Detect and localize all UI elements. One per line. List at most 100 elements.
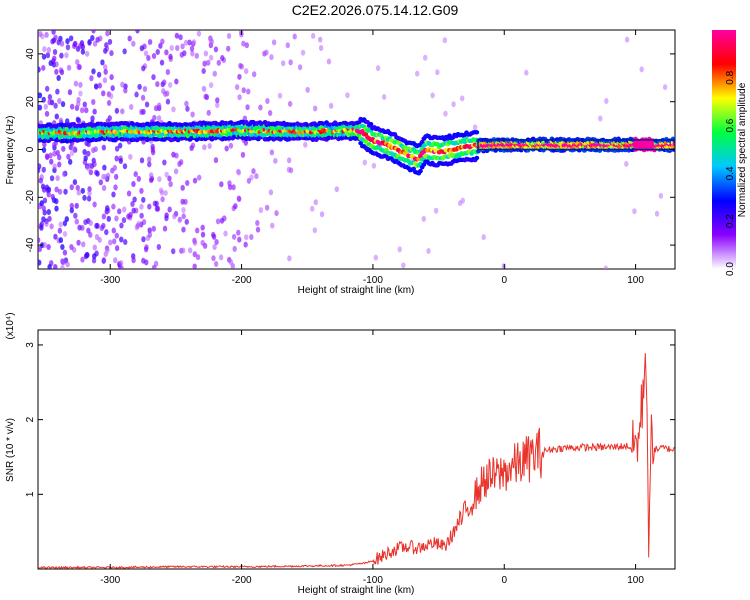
- spectrogram-cell: [92, 244, 98, 251]
- spectrogram-cell: [95, 222, 100, 229]
- spectrogram-cell: [94, 233, 100, 240]
- spectrogram-cell: [286, 157, 292, 164]
- spectrogram-cell: [118, 260, 124, 267]
- spectrogram-cell: [88, 169, 94, 176]
- spectrogram-cell: [46, 243, 51, 250]
- spectrogram-cell: [373, 254, 379, 261]
- spectrogram-cell: [86, 195, 92, 202]
- spectrogram-cell: [451, 101, 456, 108]
- spectrogram-cell: [110, 85, 115, 92]
- spectrogram-cell: [288, 167, 294, 174]
- spectrogram-cell: [102, 164, 107, 171]
- spectrogram-cell: [208, 82, 214, 89]
- spectrogram-cell: [177, 216, 182, 223]
- spectrogram-cell: [155, 49, 160, 56]
- spectrogram-cell: [150, 143, 155, 150]
- spectrogram-cell: [137, 83, 142, 90]
- snr-x-tick-label: 100: [627, 575, 644, 586]
- spectrogram-cell: [63, 188, 68, 195]
- spectrogram-cell: [206, 59, 211, 66]
- spectrogram-cell: [232, 245, 237, 252]
- spectrogram-cell: [141, 196, 146, 203]
- spectrogram-cell: [114, 155, 119, 162]
- spectrogram-cell: [76, 100, 81, 107]
- spectrogram-cell: [192, 177, 198, 184]
- spectrogram-cell: [422, 54, 428, 61]
- spectrogram-cell: [38, 66, 41, 73]
- spectrogram-cell: [213, 157, 219, 164]
- spectrogram-cell: [101, 184, 107, 191]
- spectrogram-cell: [228, 258, 234, 265]
- spectrogram-cell: [48, 152, 53, 159]
- spectrogram-cell: [50, 38, 55, 45]
- spectrogram-cell: [38, 237, 41, 244]
- spectrogram-cell: [112, 238, 117, 245]
- spectrogram-cell: [123, 87, 128, 94]
- spectrogram-cell: [60, 244, 65, 251]
- spectrogram-cell: [165, 68, 171, 75]
- spectrogram-cell: [241, 40, 246, 47]
- spectrogram-cell: [202, 60, 207, 67]
- spectrogram-cell: [121, 217, 127, 224]
- spectrogram-cell: [91, 30, 96, 34]
- spectrogram-cell: [164, 171, 169, 178]
- spectrogram-cell: [155, 81, 160, 88]
- spectrogram-cell: [38, 177, 44, 184]
- snr-x-tick-label: -100: [363, 575, 383, 586]
- spectrogram-cell: [190, 50, 195, 57]
- spectrogram-cell: [123, 239, 128, 246]
- spectrogram-cell: [93, 146, 98, 153]
- spectrogram-cell: [211, 255, 216, 262]
- spectrogram-cell: [106, 215, 111, 222]
- spectrogram-cell: [237, 196, 242, 203]
- spectrogram-cell: [43, 103, 49, 110]
- spectrogram-cell: [114, 245, 120, 252]
- spectrogram-cell: [73, 80, 79, 87]
- spectrogram-cell: [194, 227, 200, 234]
- spectrogram-cell: [243, 68, 249, 75]
- spectrogram-cell: [227, 184, 233, 191]
- spectrogram-cell: [76, 239, 81, 246]
- spectrogram-cell: [120, 108, 125, 115]
- spectrogram-cell: [312, 227, 318, 234]
- spectrogram-cell: [419, 139, 425, 145]
- spectrogram-cell: [139, 45, 145, 52]
- spectrogram-cell: [472, 124, 478, 131]
- spectrogram-cell: [85, 165, 91, 172]
- spectrogram-cell: [180, 184, 185, 191]
- spectrogram-cell: [83, 253, 89, 260]
- spectrogram-cell: [288, 59, 293, 66]
- spectrogram-cell: [113, 173, 119, 180]
- spectrogram-cell: [223, 230, 228, 237]
- spectrogram-cell: [169, 45, 174, 52]
- spectrogram-cell: [415, 70, 420, 77]
- spectrogram-y-tick-label: 20: [25, 96, 36, 108]
- spectrogram-cell: [144, 101, 150, 108]
- spectrogram-cell: [79, 107, 85, 114]
- spectrogram-cell: [128, 211, 133, 218]
- spectrogram-cell: [80, 48, 86, 55]
- spectrogram-cell: [268, 189, 274, 196]
- spectrogram-cell: [38, 104, 43, 111]
- spectrogram-cell: [103, 68, 108, 75]
- spectrogram-cell: [292, 33, 297, 40]
- chart-title: C2E2.2026.075.14.12.G09: [291, 2, 459, 18]
- spectrogram-cell: [139, 203, 144, 210]
- spectrogram-cell: [318, 44, 324, 51]
- spectrogram-cell: [201, 85, 207, 92]
- spectrogram-cell: [77, 224, 82, 231]
- spectrogram-cell: [103, 47, 108, 54]
- spectrogram-cell: [38, 31, 43, 38]
- spectrogram-cell: [177, 160, 182, 167]
- spectrogram-cell: [474, 130, 480, 135]
- spectrogram-cell: [46, 209, 52, 216]
- spectrogram-cell: [57, 227, 63, 234]
- spectrogram-cell: [151, 225, 156, 232]
- spectrogram-cell: [147, 231, 153, 238]
- spectrogram-cell: [46, 46, 52, 53]
- spectrogram-y-tick-label: 40: [25, 48, 36, 60]
- spectrogram-cell: [624, 160, 629, 167]
- spectrogram-cell: [159, 189, 165, 196]
- spectrogram-cell: [69, 103, 75, 110]
- spectrogram-marks: [38, 30, 675, 269]
